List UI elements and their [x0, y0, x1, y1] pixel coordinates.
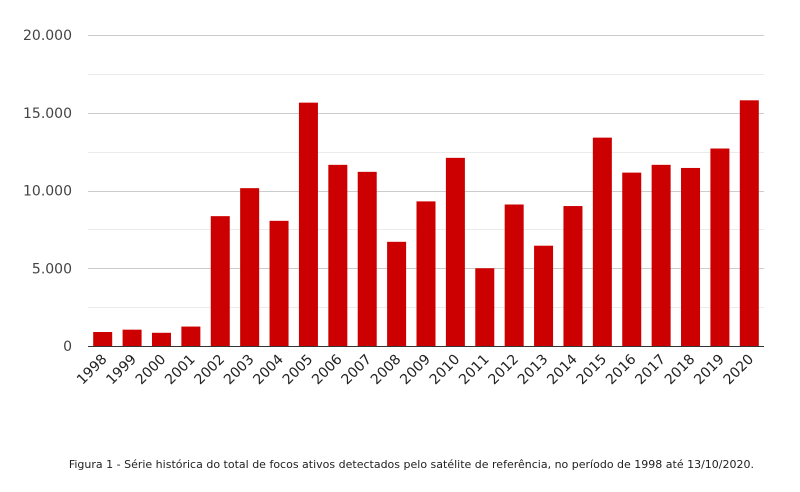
y-tick-label: 0 [63, 339, 72, 355]
x-tick-label: 2017 [632, 352, 669, 389]
bar-1999 [122, 329, 142, 346]
x-tick-label: 2002 [192, 352, 229, 389]
bar-2006 [328, 164, 348, 346]
x-tick-label: 2006 [309, 351, 346, 388]
x-tick-label: 2012 [485, 352, 522, 389]
x-tick-label: 2020 [721, 352, 758, 389]
bar-2019 [710, 148, 730, 346]
x-tick-label: 2001 [162, 352, 199, 389]
x-tick-label: 2016 [603, 351, 640, 388]
x-tick-label: 2000 [133, 352, 170, 389]
bar-2007 [357, 171, 377, 346]
bar-2002 [210, 216, 230, 346]
x-tick-label: 2018 [662, 352, 699, 389]
bar-2003 [240, 188, 260, 346]
bar-2014 [563, 206, 583, 346]
x-tick-label: 2015 [574, 352, 611, 389]
y-tick-label: 15.000 [23, 106, 72, 122]
y-tick-label: 20.000 [23, 28, 72, 44]
y-tick-label: 10.000 [23, 184, 72, 200]
bar-2018 [681, 167, 701, 346]
bar-2012 [504, 204, 524, 346]
bar-2016 [622, 172, 642, 346]
y-tick-labels: 0 5.000 10.000 15.000 20.000 [23, 28, 72, 355]
x-tick-label: 2014 [544, 351, 581, 388]
bars [93, 100, 759, 346]
bar-2009 [416, 201, 436, 346]
bar-2020 [739, 100, 759, 346]
x-tick-label: 1998 [74, 352, 111, 389]
bar-2011 [475, 268, 495, 346]
figure-caption: Figura 1 - Série histórica do total de f… [68, 458, 754, 471]
bar-2013 [534, 245, 554, 346]
x-tick-label: 2004 [250, 351, 287, 388]
bar-2008 [387, 241, 407, 346]
x-tick-label: 2013 [515, 352, 552, 389]
bar-2001 [181, 326, 201, 346]
bar-2010 [445, 157, 465, 346]
x-tick-label: 1999 [103, 352, 140, 389]
bar-2015 [592, 137, 612, 346]
bar-2000 [151, 332, 171, 346]
x-tick-label: 2011 [456, 352, 493, 389]
x-tick-labels: 1998199920002001200220032004200520062007… [74, 351, 757, 388]
bar-2017 [651, 164, 671, 346]
x-tick-label: 2019 [691, 352, 728, 389]
bar-2004 [269, 220, 289, 346]
bar-1998 [93, 332, 113, 346]
x-tick-label: 2007 [339, 352, 376, 389]
x-tick-label: 2005 [280, 352, 317, 389]
y-tick-label: 5.000 [32, 261, 72, 277]
x-tick-label: 2003 [221, 352, 258, 389]
bar-2005 [298, 102, 318, 346]
x-tick-label: 2009 [397, 352, 434, 389]
x-tick-label: 2008 [368, 352, 405, 389]
x-tick-label: 2010 [427, 352, 464, 389]
